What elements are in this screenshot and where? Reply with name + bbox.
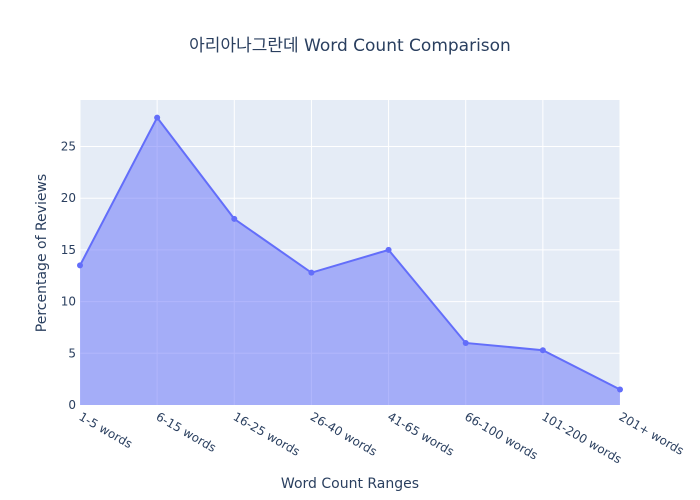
y-tick-label: 0 (68, 398, 76, 412)
x-tick-label: 16-25 words (231, 409, 302, 458)
x-axis-ticks: 1-5 words 6-15 words 16-25 words 26-40 word… (77, 409, 687, 466)
x-tick-label: 26-40 words (308, 409, 379, 458)
series-line (79, 115, 621, 391)
data-point (231, 215, 238, 222)
y-tick-label: 10 (61, 295, 76, 309)
x-tick-label: 6-15 words (154, 409, 219, 455)
data-point (308, 269, 315, 276)
y-tick-label: 5 (68, 346, 76, 360)
y-tick-label: 15 (61, 243, 76, 257)
y-tick-label: 25 (61, 140, 76, 154)
data-point (77, 262, 83, 269)
y-tick-label: 20 (61, 191, 76, 205)
x-tick-label: 101-200 words (539, 409, 624, 466)
data-point (154, 114, 161, 121)
chart-title: 아리아나그란데 Word Count Comparison (189, 36, 511, 56)
x-tick-label: 201+ words (617, 409, 687, 457)
data-point (385, 246, 392, 253)
data-point (539, 347, 546, 354)
x-axis-title: Word Count Ranges (281, 476, 419, 492)
x-tick-label: 1-5 words (77, 409, 135, 451)
y-axis-title: Percentage of Reviews (34, 174, 50, 332)
x-tick-label: 41-65 words (385, 409, 456, 458)
data-point (462, 339, 469, 346)
x-tick-label: 66-100 words (462, 409, 540, 462)
y-axis-ticks: 0 5 10 15 20 25 (61, 140, 76, 412)
data-point (617, 386, 623, 393)
series-markers (77, 114, 623, 393)
series-line-path (79, 115, 621, 391)
